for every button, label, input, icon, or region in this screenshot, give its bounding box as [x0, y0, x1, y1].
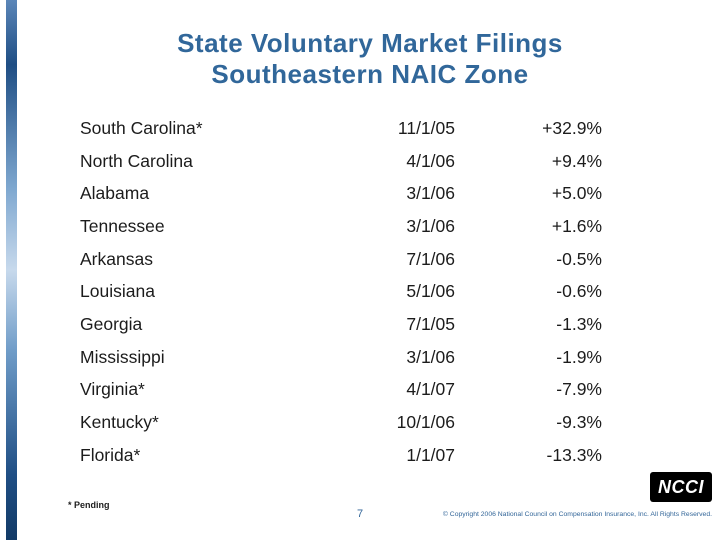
filing-date: 7/1/05	[406, 313, 455, 334]
ncci-logo: NCCI	[650, 472, 712, 502]
table-row: Alabama 3/1/06 +5.0%	[80, 177, 602, 210]
table-row: Louisiana 5/1/06 -0.6%	[80, 275, 602, 308]
rate-change: -0.5%	[556, 248, 602, 269]
filings-table: South Carolina* 11/1/05 +32.9% North Car…	[80, 112, 602, 472]
state-name: Kentucky*	[80, 412, 159, 433]
filing-date: 3/1/06	[406, 346, 455, 367]
state-name: Virginia*	[80, 379, 145, 400]
state-name: Arkansas	[80, 248, 153, 269]
rate-change: -7.9%	[556, 379, 602, 400]
rate-change: -0.6%	[556, 281, 602, 302]
filing-date: 5/1/06	[406, 281, 455, 302]
rate-change: -1.9%	[556, 346, 602, 367]
filing-date: 4/1/07	[406, 379, 455, 400]
rate-change: +32.9%	[542, 117, 602, 138]
table-row: Virginia* 4/1/07 -7.9%	[80, 374, 602, 407]
filing-date: 3/1/06	[406, 183, 455, 204]
state-name: Florida*	[80, 444, 141, 465]
table-row: Florida* 1/1/07 -13.3%	[80, 439, 602, 472]
filing-date: 11/1/05	[397, 117, 455, 138]
table-row: South Carolina* 11/1/05 +32.9%	[80, 112, 602, 145]
filing-date: 4/1/06	[406, 150, 455, 171]
left-gradient-bar	[6, 0, 17, 540]
state-name: Mississippi	[80, 346, 165, 367]
table-row: North Carolina 4/1/06 +9.4%	[80, 145, 602, 178]
rate-change: +9.4%	[551, 150, 602, 171]
slide-title: State Voluntary Market Filings Southeast…	[40, 28, 700, 90]
filing-date: 10/1/06	[396, 412, 455, 433]
rate-change: -1.3%	[556, 313, 602, 334]
slide-title-line2: Southeastern NAIC Zone	[211, 59, 529, 89]
rate-change: -9.3%	[556, 412, 602, 433]
state-name: Tennessee	[80, 215, 165, 236]
table-row: Arkansas 7/1/06 -0.5%	[80, 243, 602, 276]
page-number: 7	[356, 508, 364, 520]
rate-change: +1.6%	[551, 215, 602, 236]
table-row: Tennessee 3/1/06 +1.6%	[80, 210, 602, 243]
rate-change: +5.0%	[551, 183, 602, 204]
filing-date: 3/1/06	[406, 215, 455, 236]
state-name: Georgia	[80, 313, 143, 334]
copyright-notice: © Copyright 2006 National Council on Com…	[442, 511, 712, 518]
table-row: Mississippi 3/1/06 -1.9%	[80, 341, 602, 374]
state-name: South Carolina*	[80, 117, 203, 138]
filing-date: 1/1/07	[406, 444, 455, 465]
table-row: Georgia 7/1/05 -1.3%	[80, 308, 602, 341]
rate-change: -13.3%	[546, 444, 602, 465]
state-name: Alabama	[80, 183, 150, 204]
slide-title-line1: State Voluntary Market Filings	[177, 28, 563, 58]
filing-date: 7/1/06	[406, 248, 455, 269]
pending-footnote: * Pending	[68, 500, 110, 510]
table-row: Kentucky* 10/1/06 -9.3%	[80, 406, 602, 439]
state-name: Louisiana	[80, 281, 155, 302]
state-name: North Carolina	[80, 150, 193, 171]
